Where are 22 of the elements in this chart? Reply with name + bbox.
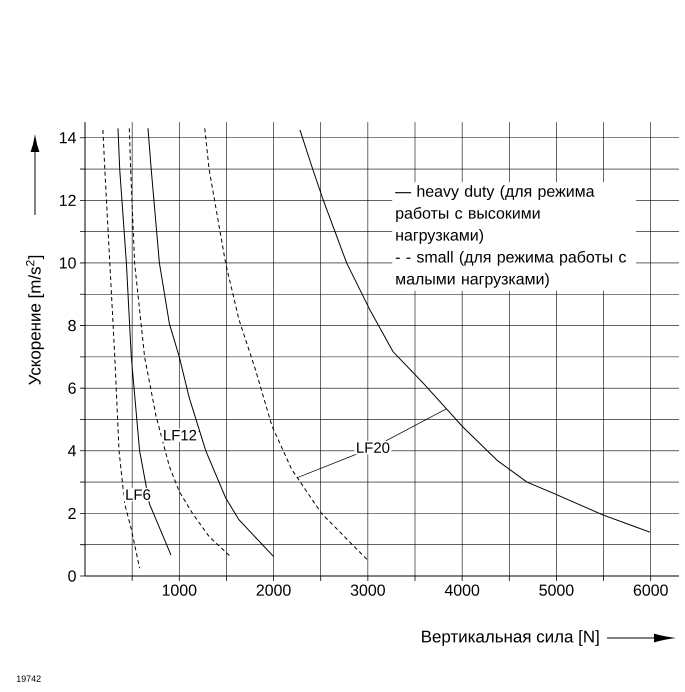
x-tick-label: 3000 (350, 584, 385, 596)
x-axis-title: Вертикальная сила [N] (422, 630, 599, 646)
annotation: LF20 (357, 442, 390, 453)
annotation: LF12 (164, 430, 196, 440)
y-tick-label: 8 (68, 320, 76, 332)
text: 19742 (16, 675, 41, 682)
x-tick-label: 1000 (162, 584, 196, 596)
x-tick-label: 4000 (444, 584, 480, 596)
annotation: — heavy duty (для режима работы с высокими нагрузками) (395, 185, 595, 244)
annotation: LF6 (126, 489, 150, 500)
annotation: - - small (для режима работы с малыми нагрузками) (396, 250, 626, 288)
y-tick-label: 4 (68, 445, 76, 456)
y-tick-label: 6 (68, 382, 76, 394)
y-tick-label: 14 (60, 132, 76, 144)
y-axis-title: Ускорение [m/s$^{2}$] (26, 256, 44, 385)
x-tick-label: 6000 (634, 584, 668, 596)
y-tick-label: 12 (60, 194, 76, 206)
x-tick-label: 5000 (539, 584, 574, 596)
y-tick-label: 10 (60, 257, 76, 269)
y-tick-label: 2 (68, 508, 76, 519)
y-tick-label: 0 (68, 570, 76, 582)
x-tick-label: 2000 (256, 584, 291, 596)
